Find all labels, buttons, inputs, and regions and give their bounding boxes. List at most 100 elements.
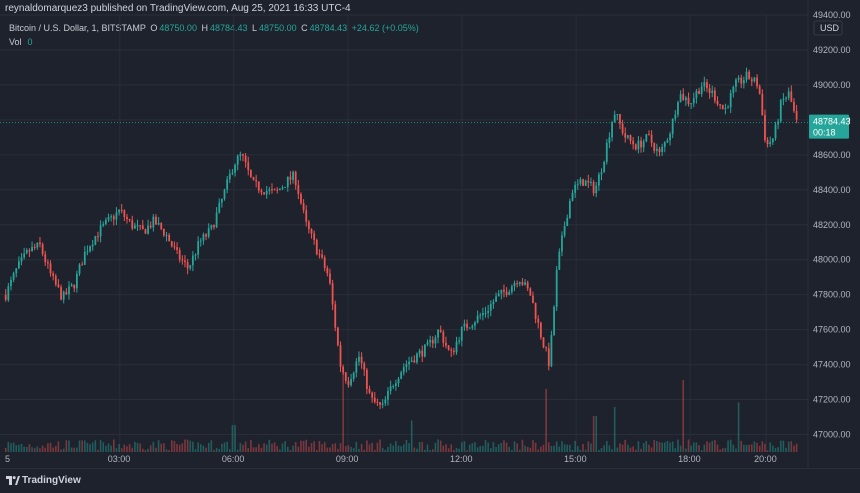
volume-bar <box>160 443 163 452</box>
candle-body <box>716 100 719 105</box>
volume-bar <box>700 450 703 452</box>
candle-body <box>769 142 772 145</box>
symbol-label[interactable]: Bitcoin / U.S. Dollar, 1, BITSTAMP <box>9 23 146 33</box>
volume-bar <box>107 443 110 452</box>
candle-body <box>170 241 173 247</box>
volume-bar <box>110 445 112 452</box>
volume-bar <box>661 442 663 452</box>
volume-bar <box>131 447 134 452</box>
candle-body <box>737 77 740 80</box>
price-chart[interactable]: 49400.0049200.0049000.0048800.0048600.00… <box>0 0 860 468</box>
volume-bar <box>170 440 173 452</box>
candle-body <box>44 254 47 263</box>
candle-body <box>4 294 7 300</box>
candle-body <box>83 251 86 265</box>
candle-body <box>476 315 479 323</box>
volume-bar <box>276 446 279 452</box>
volume-bar <box>534 442 537 452</box>
candle-body <box>60 287 62 300</box>
volume-bar <box>424 449 426 452</box>
volume-bar <box>740 440 743 452</box>
candle-body <box>173 246 176 248</box>
volume-bar <box>584 449 587 452</box>
volume-bar <box>611 449 613 452</box>
volume-bar <box>54 445 57 452</box>
candle-body <box>426 342 429 345</box>
tradingview-logo-icon <box>6 476 20 485</box>
volume-bar <box>263 443 265 452</box>
candle-body <box>410 360 413 362</box>
candle-body <box>592 181 595 194</box>
volume-bar <box>542 444 545 452</box>
volume-bar <box>571 449 574 452</box>
volume-bar <box>7 442 10 452</box>
candle-body <box>421 350 424 357</box>
volume-bar <box>381 447 384 452</box>
volume-legend[interactable]: Vol 0 <box>9 37 33 47</box>
vol-label: Vol <box>9 37 22 47</box>
candle-body <box>629 135 632 141</box>
candle-body <box>400 372 403 379</box>
candle-body <box>302 203 305 211</box>
volume-bar <box>795 443 798 452</box>
volume-bar <box>186 439 189 452</box>
volume-bar <box>313 441 315 452</box>
candle-body <box>33 246 36 248</box>
volume-bar <box>265 444 268 452</box>
candle-body <box>257 181 260 191</box>
candle-body <box>458 340 461 342</box>
candle-body <box>550 335 553 367</box>
volume-bar <box>764 443 766 452</box>
volume-bar <box>294 442 297 452</box>
volume-bar <box>389 443 392 452</box>
volume-bar <box>89 444 91 452</box>
candle-body <box>650 134 653 143</box>
candle-body <box>247 162 250 171</box>
volume-bar <box>239 443 242 452</box>
volume-bar <box>368 444 371 452</box>
volume-bar <box>152 441 155 452</box>
candle-body <box>160 222 163 229</box>
candle-body <box>260 190 263 193</box>
candle-body <box>666 140 669 143</box>
volume-bar <box>112 439 115 452</box>
candle-body <box>86 251 89 253</box>
candle-body <box>429 339 432 343</box>
volume-bar <box>508 446 511 452</box>
volume-bar <box>518 449 521 452</box>
candle-body <box>323 257 326 268</box>
candle-body <box>392 385 395 387</box>
candle-body <box>487 310 490 313</box>
volume-bar <box>163 443 165 452</box>
volume-bar <box>273 442 276 452</box>
footer-brand[interactable]: TradingView <box>22 475 81 486</box>
candle-body <box>611 122 613 138</box>
candle-body <box>115 212 118 220</box>
candle-body <box>120 209 123 211</box>
volume-bar <box>637 441 640 452</box>
candle-body <box>661 146 664 153</box>
volume-bar <box>516 443 518 452</box>
volume-bar <box>321 444 323 452</box>
candle-body <box>687 97 690 104</box>
volume-bar <box>284 441 286 452</box>
currency-label: USD <box>820 23 840 33</box>
y-tick-label: 48600.00 <box>813 150 851 160</box>
volume-bar <box>489 448 492 452</box>
candle-body <box>402 367 405 373</box>
y-tick-label: 48400.00 <box>813 185 851 195</box>
candle-body <box>642 141 645 148</box>
candle-body <box>207 228 210 237</box>
y-tick-label: 48200.00 <box>813 220 851 230</box>
volume-bar <box>550 446 553 452</box>
candle-body <box>648 134 650 136</box>
volume-bar <box>397 445 400 452</box>
volume-bar <box>413 447 416 452</box>
candle-body <box>750 79 753 82</box>
candle-body <box>484 312 487 314</box>
volume-bar <box>118 444 120 452</box>
candle-body <box>595 185 598 194</box>
volume-bar <box>323 442 326 452</box>
candle-body <box>508 292 511 295</box>
candle-body <box>97 236 99 238</box>
